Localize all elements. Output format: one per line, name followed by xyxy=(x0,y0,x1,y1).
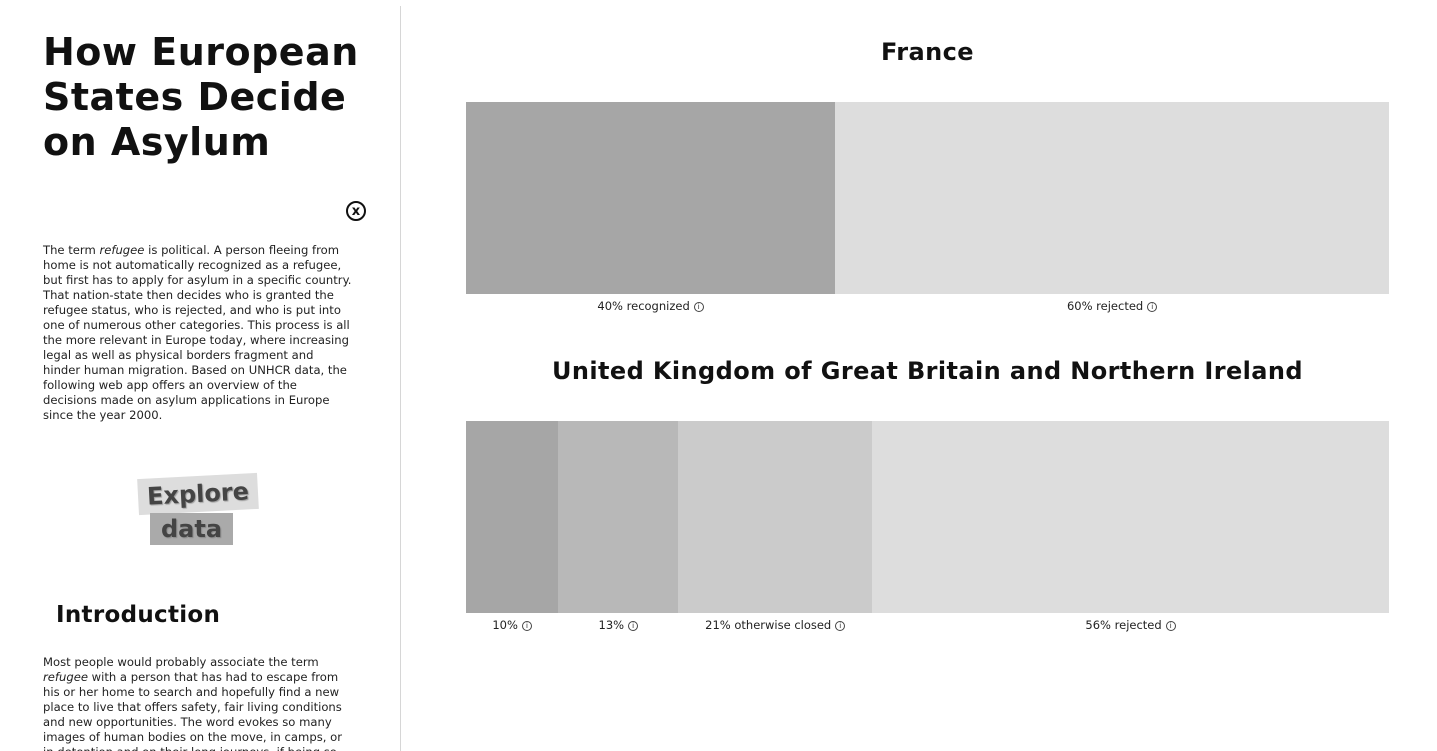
info-icon[interactable]: i xyxy=(1165,621,1176,631)
intro-paragraph: The term refugee is political. A person … xyxy=(43,243,353,423)
section-heading: Introduction xyxy=(56,602,221,628)
bar-segment[interactable] xyxy=(835,102,1389,294)
bar-labels: 40% recognized i 60% rejected i xyxy=(466,299,1389,319)
segment-label-text: 10% xyxy=(492,618,518,632)
bar-labels: 10% i 13% i 21% otherwise closed i 56% rejecte… xyxy=(466,618,1389,638)
segment-label-text: 56% rejected xyxy=(1085,618,1162,632)
stacked-bar xyxy=(466,102,1389,294)
segment-label[interactable]: 40% recognized i xyxy=(466,299,835,313)
segment-label-text: 13% xyxy=(598,618,625,632)
chart-area: France 40% recognized i 60% rejected i Unit… xyxy=(402,0,1437,751)
body-text-before: Most people would probably associate the… xyxy=(43,655,319,669)
bar-segment[interactable] xyxy=(466,421,559,613)
body-paragraph: Most people would probably associate the… xyxy=(43,655,353,751)
segment-label-text: 40% recognized xyxy=(597,299,690,313)
stacked-bar xyxy=(466,421,1389,613)
segment-label[interactable]: 56% rejected i xyxy=(872,618,1389,632)
page-title: How European States Decide on Asylum xyxy=(43,30,359,164)
intro-text-emphasis: refugee xyxy=(99,243,145,257)
segment-label[interactable]: 60% rejected i xyxy=(835,299,1389,313)
segment-label[interactable]: 10% i xyxy=(466,618,558,632)
country-title: France xyxy=(881,38,974,66)
info-icon[interactable]: i xyxy=(628,621,639,631)
segment-label-text: 60% rejected xyxy=(1066,299,1144,313)
bar-segment[interactable] xyxy=(558,421,679,613)
country-title: United Kingdom of Great Britain and Nort… xyxy=(552,357,1303,385)
segment-label-text: 21% otherwise closed xyxy=(705,618,832,632)
close-icon[interactable]: x xyxy=(346,201,366,221)
bar-segment[interactable] xyxy=(466,102,836,294)
segment-label[interactable]: 21% otherwise closed i xyxy=(678,618,872,632)
info-icon[interactable]: i xyxy=(835,621,846,631)
intro-text-after: is political. A person fleeing from home… xyxy=(43,243,352,422)
info-icon[interactable]: i xyxy=(1147,302,1158,312)
segment-label[interactable]: 13% i xyxy=(558,618,678,632)
sidebar: How European States Decide on Asylum x T… xyxy=(0,6,401,751)
explore-data-button[interactable]: Explore data xyxy=(136,472,266,552)
explore-word: Explore xyxy=(137,472,259,516)
close-symbol: x xyxy=(351,203,361,219)
intro-text-before: The term xyxy=(43,243,100,257)
body-text-emphasis: refugee xyxy=(43,670,88,684)
data-word: data xyxy=(150,513,234,545)
info-icon[interactable]: i xyxy=(693,302,704,312)
info-icon[interactable]: i xyxy=(521,621,532,631)
bar-segment[interactable] xyxy=(678,421,873,613)
bar-segment[interactable] xyxy=(872,421,1389,613)
body-text-after: with a person that has had to escape fro… xyxy=(43,670,342,751)
